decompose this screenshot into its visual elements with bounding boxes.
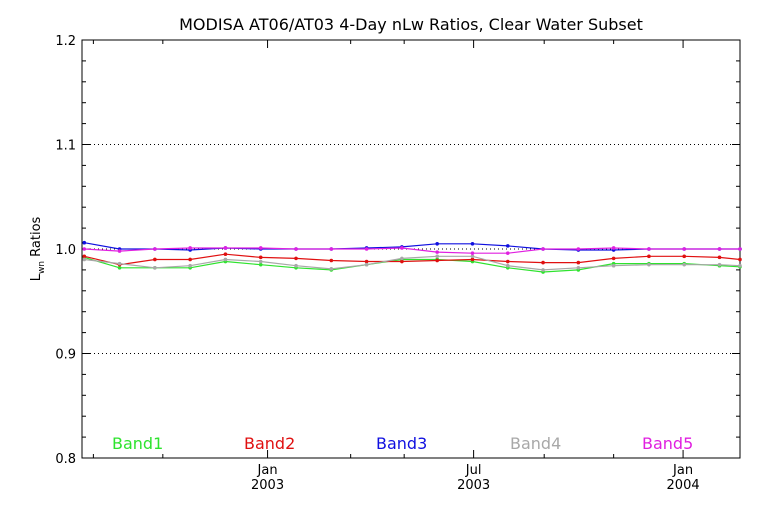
legend: Band1 Band2 Band3 Band4 Band5 <box>112 434 693 453</box>
series-line-band5 <box>84 247 740 254</box>
data-point-band5 <box>717 247 722 251</box>
data-point-band5 <box>647 247 651 251</box>
data-point-band5 <box>188 246 192 250</box>
data-point-band2 <box>738 257 742 262</box>
legend-label-band4: Band4 <box>510 434 561 453</box>
data-point-band2 <box>576 260 581 265</box>
data-point-band5 <box>738 247 742 251</box>
data-point-band4 <box>258 259 263 264</box>
data-point-band4 <box>435 254 439 259</box>
data-point-band5 <box>223 246 228 250</box>
data-point-band2 <box>400 259 404 264</box>
legend-label-band5: Band5 <box>642 434 693 453</box>
data-point-band4 <box>541 268 545 272</box>
data-point-band4 <box>611 263 616 268</box>
data-point-band4 <box>294 263 298 268</box>
data-point-band3 <box>435 241 439 246</box>
data-point-band4 <box>329 267 334 271</box>
y-axis-label-subscript: wn <box>37 261 47 274</box>
data-point-band2 <box>435 258 439 263</box>
y-axis: 0.8 0.9 1.0 1.1 1.2 <box>55 34 740 467</box>
legend-label-band3: Band3 <box>376 434 427 453</box>
data-point-band5 <box>329 247 334 251</box>
data-point-band3 <box>82 240 87 245</box>
data-point-band5 <box>117 249 122 253</box>
data-point-band5 <box>682 247 687 251</box>
series-line-band2 <box>84 253 741 266</box>
data-point-band2 <box>364 259 369 264</box>
data-point-band5 <box>576 247 581 251</box>
x-tick-month: Jan <box>257 463 278 478</box>
data-point-band2 <box>329 258 334 263</box>
data-point-band5 <box>470 251 475 255</box>
series-line-band1 <box>84 256 741 273</box>
data-point-band4 <box>223 257 228 262</box>
x-tick-year: 2003 <box>457 478 490 493</box>
y-tick-label: 1.0 <box>55 243 76 258</box>
data-point-band4 <box>82 257 87 262</box>
data-point-band5 <box>611 246 616 250</box>
data-point-band5 <box>505 251 510 255</box>
x-tick-year: 2003 <box>251 478 284 493</box>
data-point-band4 <box>505 263 510 268</box>
x-tick-month: Jan <box>672 463 693 478</box>
data-point-band5 <box>364 247 369 251</box>
y-tick-label: 1.1 <box>55 139 76 154</box>
chart-title: MODISA AT06/AT03 4-Day nLw Ratios, Clear… <box>179 15 643 34</box>
y-axis-label-rest: Ratios <box>29 216 44 261</box>
data-point-band4 <box>153 266 157 270</box>
data-point-band1 <box>117 266 122 270</box>
data-point-band2 <box>611 256 616 261</box>
data-point-band4 <box>738 263 742 268</box>
x-tick-month: Jul <box>465 463 482 478</box>
data-point-band4 <box>682 262 687 267</box>
series-line-band4 <box>84 255 741 271</box>
data-point-band4 <box>188 263 192 268</box>
data-point-band3 <box>505 244 510 248</box>
data-point-band2 <box>294 256 298 261</box>
data-point-band2 <box>223 252 228 257</box>
y-tick-label: 0.8 <box>55 452 76 467</box>
data-point-band5 <box>435 250 439 254</box>
data-point-band2 <box>541 260 545 265</box>
data-point-band4 <box>717 262 722 267</box>
x-tick-year: 2004 <box>667 478 700 493</box>
data-point-band5 <box>400 246 404 250</box>
data-point-band5 <box>258 246 263 250</box>
legend-label-band1: Band1 <box>112 434 163 453</box>
data-point-band5 <box>294 247 298 251</box>
y-axis-label-main: L <box>29 273 44 281</box>
data-point-band2 <box>647 254 651 259</box>
legend-label-band2: Band2 <box>244 434 295 453</box>
data-point-band2 <box>82 254 87 259</box>
data-point-band2 <box>470 257 475 262</box>
data-point-band2 <box>153 257 157 262</box>
data-point-band4 <box>576 266 581 270</box>
data-point-band4 <box>117 261 122 266</box>
data-point-band2 <box>717 255 722 260</box>
data-point-band3 <box>470 241 475 246</box>
data-point-band2 <box>682 254 687 259</box>
data-point-band5 <box>153 247 157 251</box>
data-point-band2 <box>188 257 192 262</box>
y-tick-label: 1.2 <box>55 34 76 49</box>
y-tick-label: 0.9 <box>55 348 76 363</box>
data-point-band1 <box>258 262 263 267</box>
data-point-band4 <box>470 254 475 259</box>
data-point-band2 <box>505 259 510 264</box>
y-axis-label: Lwn Ratios <box>29 216 47 281</box>
series-group <box>82 240 742 274</box>
data-point-band2 <box>258 255 263 260</box>
data-point-band4 <box>364 262 369 267</box>
data-point-band5 <box>82 247 87 251</box>
data-point-band4 <box>647 262 651 267</box>
data-point-band4 <box>400 256 404 261</box>
data-point-band5 <box>541 247 545 251</box>
